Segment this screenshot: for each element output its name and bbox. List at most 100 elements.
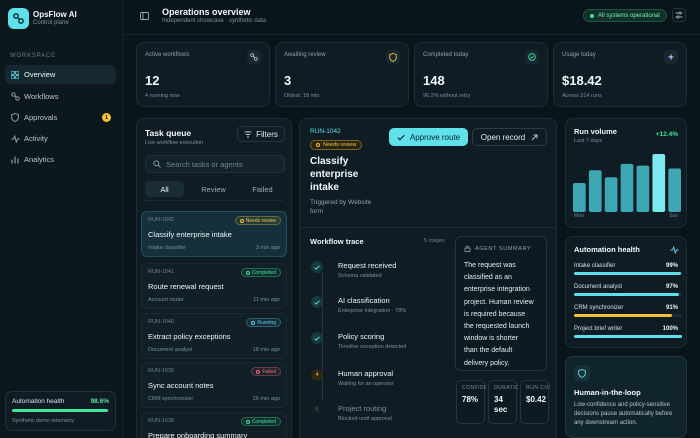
task-time: 11 min ago bbox=[253, 297, 280, 303]
agent-summary-line: than the default bbox=[464, 347, 513, 355]
health-bar-track bbox=[574, 272, 682, 275]
run-volume-delta: +12.4% bbox=[655, 131, 678, 138]
status-ring-icon bbox=[245, 419, 250, 424]
sidebar-item-analytics[interactable]: Analytics bbox=[5, 150, 116, 169]
settings-button[interactable] bbox=[672, 8, 686, 22]
task-time: 26 min ago bbox=[252, 396, 280, 402]
volume-bar bbox=[668, 168, 681, 212]
task-queue-title: Task queue bbox=[145, 128, 192, 138]
lock-icon bbox=[464, 245, 471, 252]
sidebar-item-workflows[interactable]: Workflows bbox=[5, 87, 116, 106]
filters-button[interactable]: Filters bbox=[237, 126, 285, 142]
hitl-text-line: decisions pause automatically before bbox=[574, 411, 673, 417]
stat-subtitle: Across 214 runs bbox=[562, 93, 602, 99]
step-number-icon: 5 bbox=[311, 404, 323, 416]
sidebar-toggle-button[interactable] bbox=[137, 9, 151, 23]
task-agent: Document analyst bbox=[148, 347, 193, 353]
task-list-item[interactable]: RUN-1040 Running Extract policy exceptions… bbox=[141, 313, 287, 359]
status-dot-icon bbox=[590, 13, 594, 18]
health-row-label: CRM synchronizer bbox=[574, 305, 624, 311]
header-divider bbox=[124, 34, 700, 35]
task-status-text: Failed bbox=[262, 368, 276, 375]
sidebar: OpsFlow AI Control plane WORKSPACE Overv… bbox=[0, 0, 124, 438]
filter-lines-icon bbox=[244, 131, 252, 137]
sidebar-item-approvals[interactable]: Approvals 1 bbox=[5, 108, 116, 127]
sliders-icon bbox=[675, 11, 683, 19]
sidebar-item-label: Overview bbox=[24, 70, 56, 79]
tab-all[interactable]: All bbox=[145, 181, 184, 197]
detail-trigger-line: Triggered by Website bbox=[310, 199, 372, 206]
stat-value: $18.42 bbox=[562, 73, 602, 88]
approve-route-button[interactable]: Approve route bbox=[389, 128, 468, 146]
agent-summary-line: project. Human review bbox=[464, 298, 534, 306]
stat-card-usage-today: Usage today $18.42 Across 214 runs bbox=[553, 42, 687, 107]
volume-bar bbox=[588, 170, 602, 212]
task-status-badge: Needs review bbox=[234, 216, 281, 225]
sidebar-item-label: Approvals bbox=[24, 113, 58, 122]
volume-bar bbox=[573, 183, 586, 212]
task-list-item[interactable]: RUN-1042 Needs review Classify enterprise … bbox=[141, 211, 287, 257]
search-icon bbox=[153, 160, 161, 168]
agent-summary-line: delivery policy. bbox=[464, 359, 510, 367]
run-volume-chart bbox=[573, 154, 681, 212]
tab-failed[interactable]: Failed bbox=[252, 184, 273, 194]
search-placeholder: Search tasks or agents bbox=[166, 159, 243, 169]
stat-value: 12 bbox=[145, 73, 160, 88]
agent-summary-line: is required because bbox=[464, 310, 526, 318]
detail-status-badge: Needs review bbox=[310, 140, 363, 150]
stat-subtitle: 4 running now bbox=[145, 93, 180, 99]
detail-trigger: Triggered by Website form bbox=[310, 198, 371, 216]
hitl-icon-box bbox=[574, 365, 590, 381]
page-subtitle: Independent showcase · synthetic data bbox=[162, 18, 267, 24]
task-id: RUN-1042 bbox=[148, 217, 174, 223]
sparkle-icon bbox=[664, 50, 678, 64]
trace-step-title: AI classification bbox=[338, 296, 390, 305]
task-list-item[interactable]: RUN-1041 Completed Route renewal request Ac… bbox=[141, 263, 287, 309]
status-ring-icon bbox=[316, 143, 320, 147]
page-title: Operations overview bbox=[162, 7, 251, 17]
tabs-divider bbox=[145, 200, 283, 201]
run-volume-subtitle: Last 7 days bbox=[574, 138, 603, 144]
sidebar-item-activity[interactable]: Activity bbox=[5, 129, 116, 148]
task-list-item[interactable]: RUN-1038 Completed Prepare onboarding summ… bbox=[141, 412, 287, 438]
status-ring-icon bbox=[251, 320, 256, 325]
sidebar-health-card: Automation health 98.6% Synthetic demo t… bbox=[5, 391, 116, 431]
health-row-label: Document analyst bbox=[574, 284, 623, 290]
automation-health-card: Automation health Intake classifier 99% Do… bbox=[565, 236, 687, 348]
shield-icon bbox=[10, 113, 20, 123]
detail-title-line: enterprise bbox=[310, 169, 359, 180]
shield-icon bbox=[386, 50, 400, 64]
task-queue-subtitle: Live workflow execution bbox=[145, 140, 204, 146]
trace-step-subtitle: Schema validated bbox=[338, 273, 382, 279]
open-record-button[interactable]: Open record bbox=[472, 128, 547, 146]
trace-step-title: Project routing bbox=[338, 404, 387, 413]
task-time: 3 min ago bbox=[255, 245, 280, 251]
health-row-value: 99% bbox=[665, 263, 678, 269]
stat-value: 148 bbox=[423, 73, 445, 88]
task-id: RUN-1040 bbox=[148, 319, 174, 325]
stat-card-completed-today: Completed today 148 96.2% without retry bbox=[414, 42, 548, 107]
check-icon bbox=[311, 296, 323, 308]
step-number-icon: 4 bbox=[311, 369, 323, 381]
sidebar-item-overview[interactable]: Overview bbox=[5, 65, 116, 84]
task-agent: CRM synchronizer bbox=[148, 396, 194, 402]
task-id: RUN-1039 bbox=[148, 368, 174, 374]
task-agent: Intake classifier bbox=[148, 245, 186, 251]
trace-step-subtitle: Blocked until approval bbox=[338, 416, 392, 422]
tab-review[interactable]: Review bbox=[201, 184, 226, 194]
check-icon bbox=[311, 332, 323, 344]
panel-icon bbox=[139, 12, 149, 20]
task-search-input[interactable]: Search tasks or agents bbox=[145, 155, 285, 173]
pulse-icon bbox=[10, 134, 20, 144]
x-axis-start-label: Mon bbox=[574, 213, 584, 219]
trace-step: 5 Project routing Blocked until approval bbox=[311, 404, 449, 428]
sidebar-item-label: Activity bbox=[24, 134, 48, 143]
filters-label: Filters bbox=[256, 129, 278, 139]
task-list-item[interactable]: RUN-1039 Failed Sync account notes CRM sync… bbox=[141, 362, 287, 408]
agent-summary-card: AGENT SUMMARY The request was classified … bbox=[455, 236, 547, 371]
task-agent: Account router bbox=[148, 297, 184, 303]
status-ring-icon bbox=[239, 218, 244, 223]
brand-title: OpsFlow AI bbox=[33, 10, 77, 19]
task-title: Prepare onboarding summary bbox=[148, 431, 248, 438]
task-status-badge: Failed bbox=[251, 367, 281, 376]
